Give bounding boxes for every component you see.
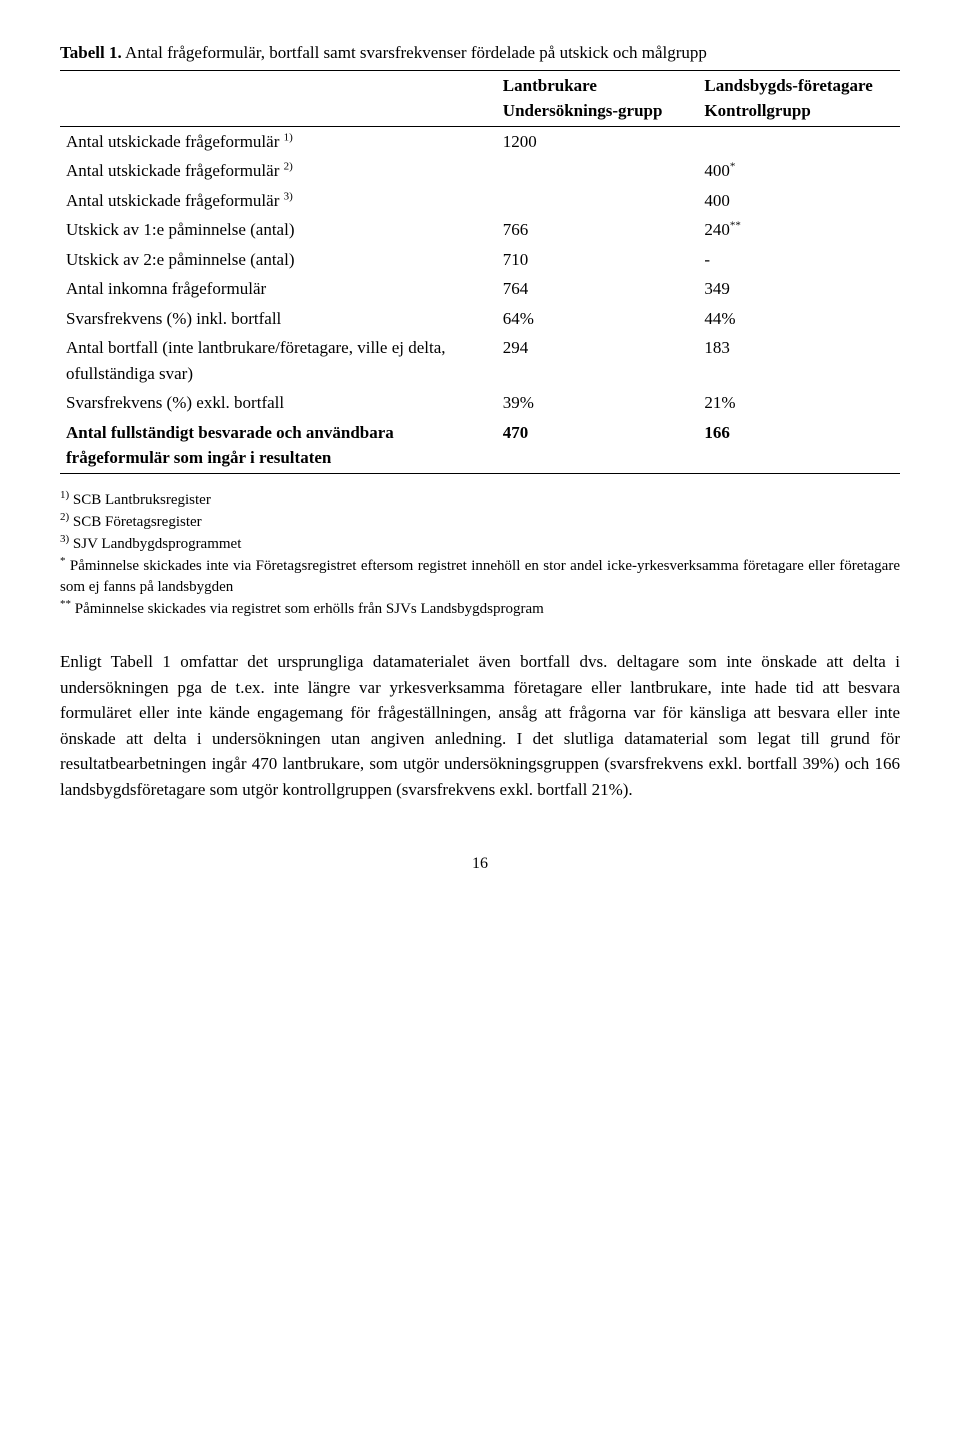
footnote-sup: 3): [60, 533, 69, 545]
row-col3: 400: [698, 186, 900, 216]
footnote-text: Påminnelse skickades inte via Företagsre…: [60, 558, 900, 594]
row-label: Utskick av 2:e påminnelse (antal): [60, 245, 497, 275]
row-col3: 240**: [698, 215, 900, 245]
row-col2: 39%: [497, 388, 699, 418]
table-head-col3: Landsbygds-företagare Kontrollgrupp: [698, 70, 900, 126]
table-row: Svarsfrekvens (%) exkl. bortfall39%21%: [60, 388, 900, 418]
table-row: Antal inkomna frågeformulär764349: [60, 274, 900, 304]
table-row: Antal bortfall (inte lantbrukare/företag…: [60, 333, 900, 388]
table-head-col2: Lantbrukare Undersöknings-grupp: [497, 70, 699, 126]
table-caption: Tabell 1. Antal frågeformulär, bortfall …: [60, 40, 900, 66]
table-caption-text: Antal frågeformulär, bortfall samt svars…: [122, 43, 707, 62]
table-row: Utskick av 1:e påminnelse (antal)766240*…: [60, 215, 900, 245]
row-col3: 400*: [698, 156, 900, 186]
row-col2: 64%: [497, 304, 699, 334]
row-col2: 294: [497, 333, 699, 388]
row-col3: [698, 126, 900, 156]
row-label: Antal inkomna frågeformulär: [60, 274, 497, 304]
row-label: Svarsfrekvens (%) inkl. bortfall: [60, 304, 497, 334]
row-col3: 349: [698, 274, 900, 304]
footnote-sup: 2): [60, 511, 69, 523]
row-col2: 766: [497, 215, 699, 245]
row-label: Utskick av 1:e påminnelse (antal): [60, 215, 497, 245]
row-col2: 470: [497, 418, 699, 474]
row-col3: -: [698, 245, 900, 275]
row-col2: 710: [497, 245, 699, 275]
row-col3: 183: [698, 333, 900, 388]
page-number: 16: [60, 852, 900, 876]
row-label: Antal utskickade frågeformulär 2): [60, 156, 497, 186]
row-label: Antal fullständigt besvarade och användb…: [60, 418, 497, 474]
body-paragraph: Enligt Tabell 1 omfattar det ursprunglig…: [60, 649, 900, 802]
footnote-sup: 1): [60, 489, 69, 501]
row-col3: 21%: [698, 388, 900, 418]
footnote-text: SJV Landbygdsprogrammet: [69, 536, 241, 552]
table-head-empty: [60, 70, 497, 126]
table-row: Antal utskickade frågeformulär 1)1200: [60, 126, 900, 156]
table-row: Utskick av 2:e påminnelse (antal)710-: [60, 245, 900, 275]
table-row: Antal fullständigt besvarade och användb…: [60, 418, 900, 474]
row-col3: 44%: [698, 304, 900, 334]
row-label: Svarsfrekvens (%) exkl. bortfall: [60, 388, 497, 418]
footnote-sup: **: [60, 598, 71, 610]
row-col2: [497, 156, 699, 186]
row-label: Antal utskickade frågeformulär 3): [60, 186, 497, 216]
row-col2: 764: [497, 274, 699, 304]
row-label: Antal utskickade frågeformulär 1): [60, 126, 497, 156]
row-label: Antal bortfall (inte lantbrukare/företag…: [60, 333, 497, 388]
table-caption-label: Tabell 1.: [60, 43, 122, 62]
footnote-text: Påminnelse skickades via registret som e…: [71, 601, 544, 617]
footnote-text: SCB Företagsregister: [69, 514, 202, 530]
table-row: Antal utskickade frågeformulär 2) 400*: [60, 156, 900, 186]
row-col2: [497, 186, 699, 216]
table-row: Antal utskickade frågeformulär 3) 400: [60, 186, 900, 216]
footnote-text: SCB Lantbruksregister: [69, 492, 211, 508]
data-table: Lantbrukare Undersöknings-grupp Landsbyg…: [60, 70, 900, 474]
row-col3: 166: [698, 418, 900, 474]
row-col2: 1200: [497, 126, 699, 156]
footnotes: 1) SCB Lantbruksregister 2) SCB Företags…: [60, 488, 900, 620]
table-row: Svarsfrekvens (%) inkl. bortfall64%44%: [60, 304, 900, 334]
